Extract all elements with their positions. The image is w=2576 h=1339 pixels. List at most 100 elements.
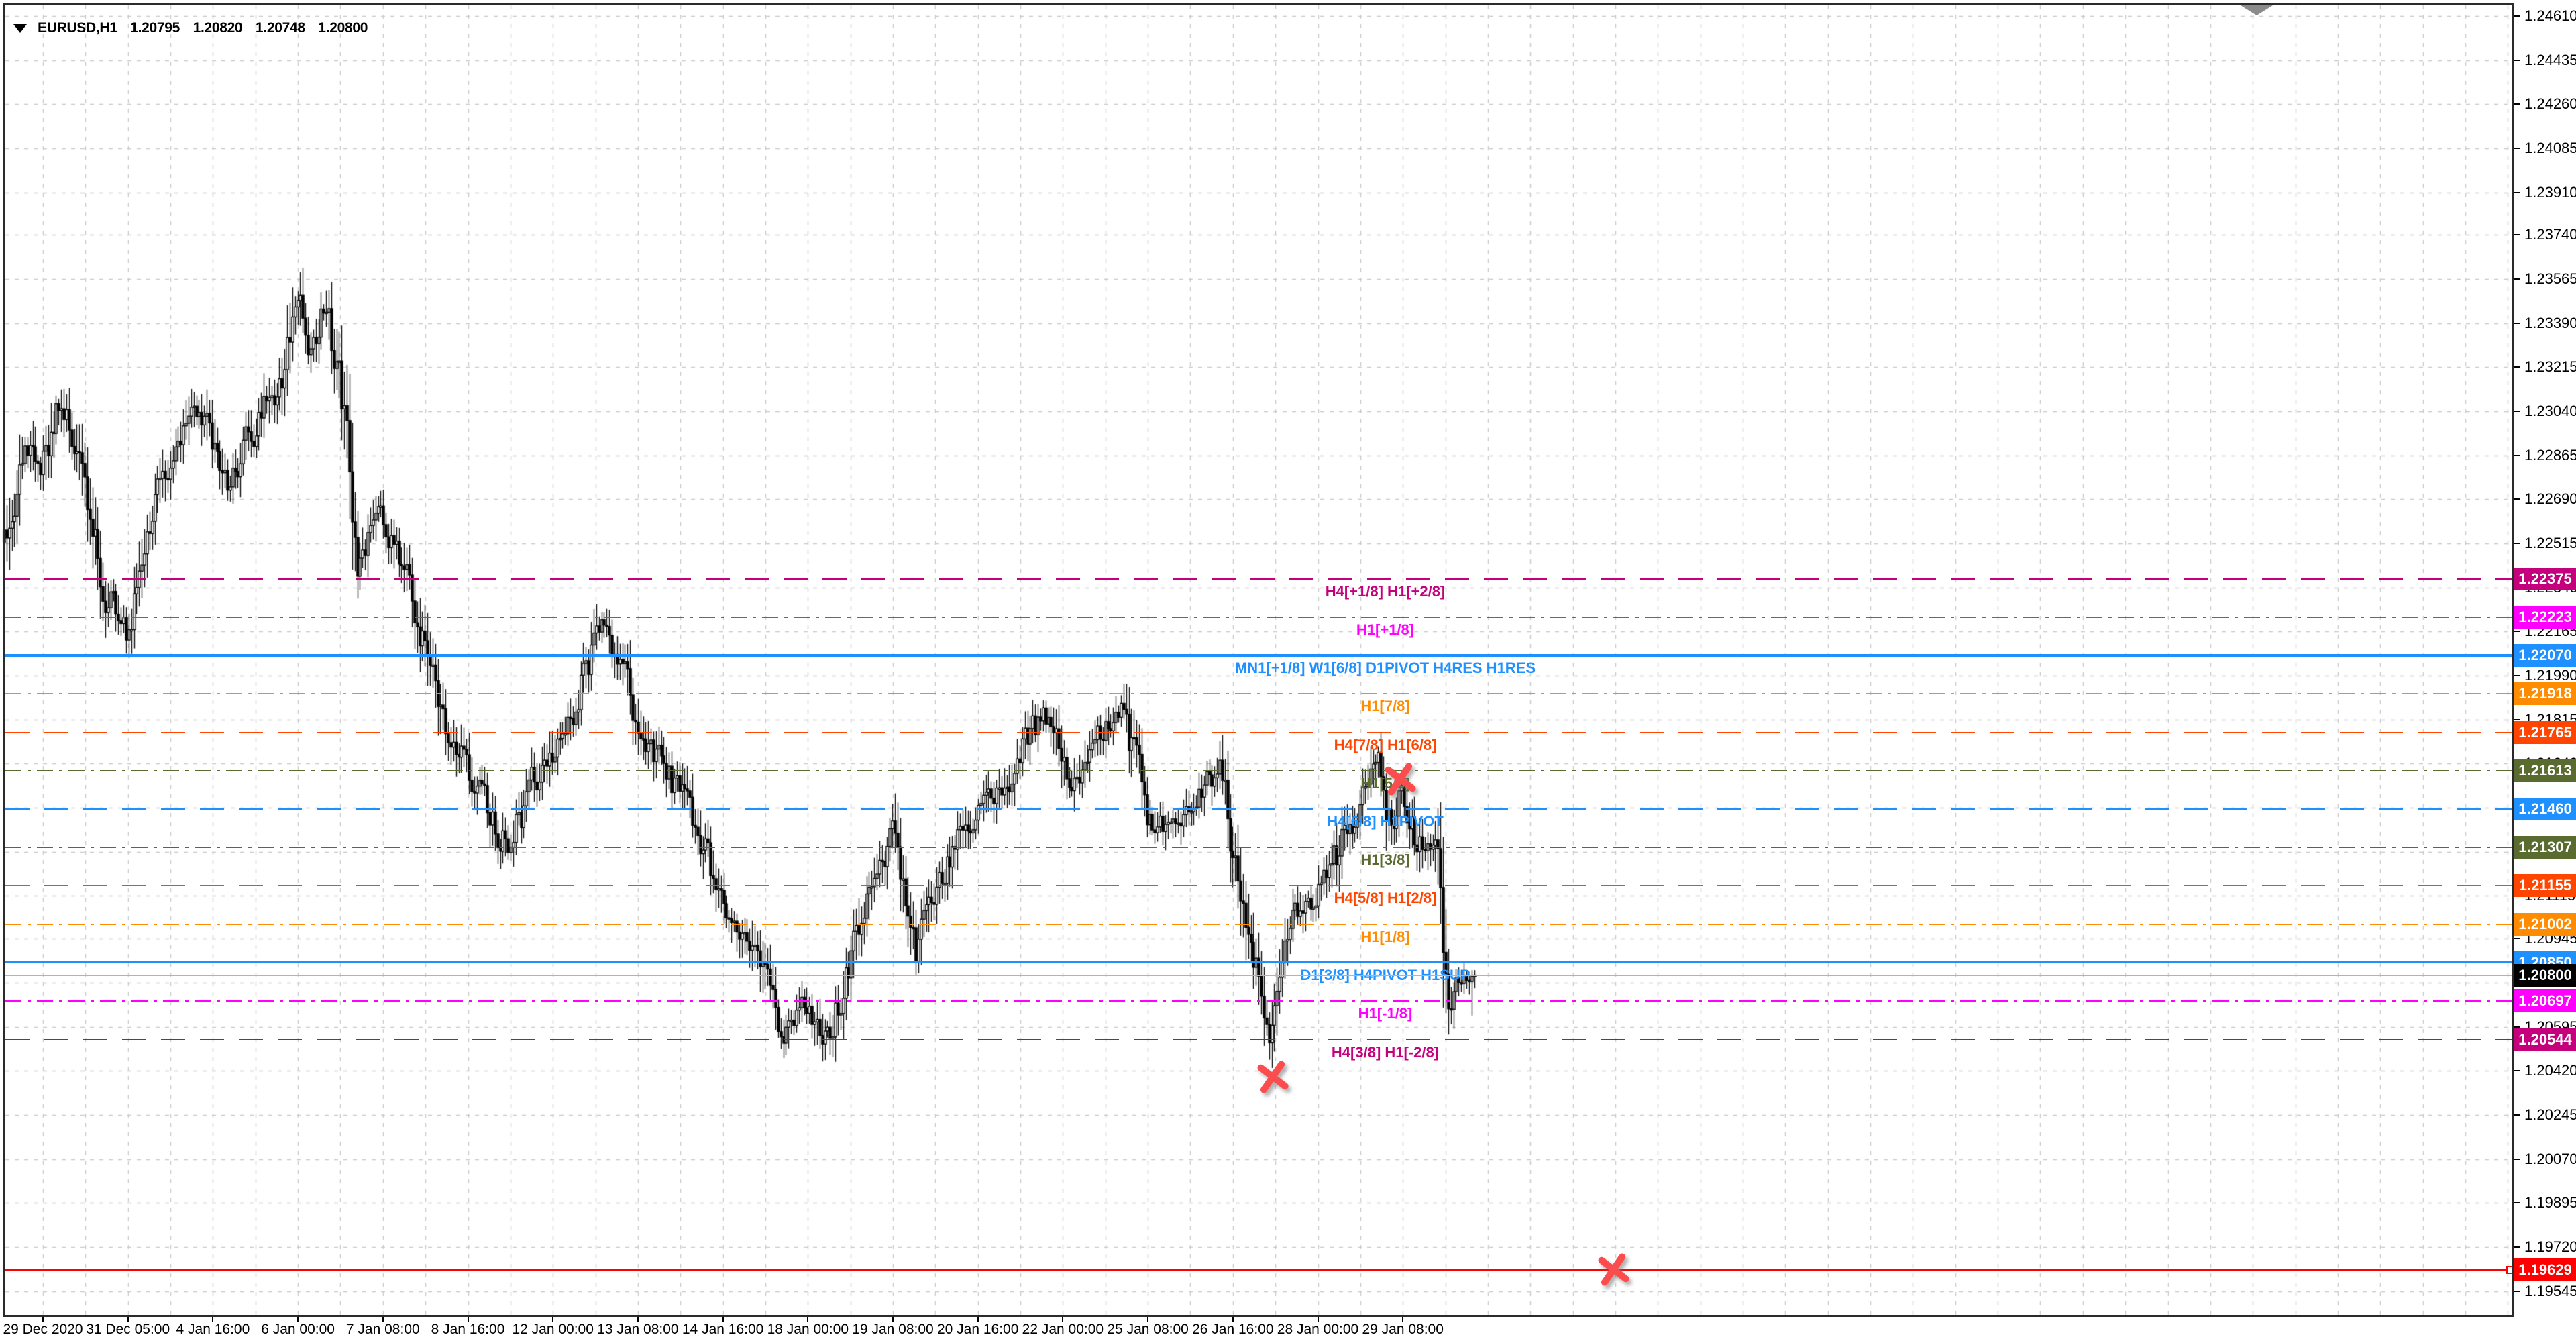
- level-label-h4-7-8-h1-6-8: H4[7/8] H1[6/8]: [1334, 736, 1437, 753]
- level-line-h4-1-8-h1-2-8[interactable]: [5, 578, 2512, 580]
- price-axis-label: 1.22865: [2524, 446, 2576, 464]
- symbol-dropdown-icon[interactable]: [13, 24, 27, 33]
- price-axis-label: 1.23215: [2524, 358, 2576, 376]
- time-axis-label: 22 Jan 00:00: [1022, 1322, 1104, 1337]
- level-label-h1-1-8: H1[+1/8]: [1356, 621, 1415, 638]
- price-axis-label: 1.24085: [2524, 140, 2576, 156]
- time-axis-label: 14 Jan 16:00: [682, 1322, 764, 1337]
- price-axis-tick: [2514, 1026, 2520, 1028]
- level-line-mn1-1-8-w1-6-8-d1pivot-h4res-h1res[interactable]: [5, 654, 2512, 657]
- level-line-h1-7-8[interactable]: [5, 693, 2512, 695]
- price-axis-tick: [2514, 543, 2520, 545]
- time-axis-tick: [467, 1316, 469, 1322]
- time-axis-tick: [1147, 1316, 1149, 1322]
- time-axis-tick: [722, 1316, 724, 1322]
- level-label-h4-3-8-h1-2-8: H4[3/8] H1[-2/8]: [1331, 1043, 1440, 1061]
- price-axis-label: 1.19545: [2524, 1282, 2576, 1299]
- level-line-h1-1-8[interactable]: [5, 923, 2512, 925]
- price-axis-tick: [2514, 59, 2520, 61]
- time-axis-label: 8 Jan 16:00: [431, 1322, 505, 1337]
- price-axis-tick: [2514, 191, 2520, 193]
- time-axis-label: 18 Jan 00:00: [767, 1322, 849, 1337]
- price-axis-label: 1.24260: [2524, 95, 2576, 113]
- price-badge-1.21002: 1.21002: [2514, 912, 2576, 936]
- x-mark-icon[interactable]: [1381, 760, 1419, 801]
- price-axis-label: 1.24435: [2524, 51, 2576, 68]
- time-axis-label: 7 Jan 08:00: [345, 1322, 420, 1337]
- price-badge-1.21460: 1.21460: [2514, 798, 2576, 821]
- level-line-h1-5-8[interactable]: [5, 769, 2512, 771]
- price-badge-1.21765: 1.21765: [2514, 720, 2576, 744]
- level-label-h4-6-8-h1pivot: H4[6/8] H1PIVOT: [1327, 813, 1444, 831]
- ohlc-low: 1.20748: [255, 20, 305, 36]
- price-axis-tick: [2514, 1070, 2520, 1072]
- level-line-h4-3-8-h1-2-8[interactable]: [5, 1038, 2512, 1040]
- price-axis-label: 1.23910: [2524, 183, 2576, 201]
- level-label-mn1-1-8-w1-6-8-d1pivot-h4res-h1res: MN1[+1/8] W1[6/8] D1PIVOT H4RES H1RES: [1234, 659, 1536, 677]
- level-line-h1-1-8[interactable]: [5, 616, 2512, 618]
- x-mark-icon[interactable]: [1254, 1058, 1291, 1099]
- time-axis-tick: [1232, 1316, 1234, 1322]
- price-badge-1.22070: 1.22070: [2514, 644, 2576, 667]
- time-axis-tick: [382, 1316, 384, 1322]
- level-line-d1-3-8-h4pivot-h1sup[interactable]: [5, 961, 2512, 964]
- time-axis-tick: [807, 1316, 809, 1322]
- current-price-badge: 1.20800: [2514, 963, 2576, 987]
- time-axis-label: 29 Jan 08:00: [1362, 1322, 1444, 1337]
- price-axis-tick: [2514, 1114, 2520, 1116]
- price-axis-tick: [2514, 411, 2520, 413]
- price-axis-tick: [2514, 1290, 2520, 1292]
- price-axis-tick: [2514, 454, 2520, 456]
- price-axis-label: 1.20070: [2524, 1150, 2576, 1167]
- price-axis-label: 1.24610: [2524, 7, 2576, 24]
- price-axis-tick: [2514, 498, 2520, 500]
- price-axis-label: 1.21990: [2524, 667, 2576, 684]
- price-axis-label: 1.22515: [2524, 535, 2576, 552]
- level-line-h1-1-8[interactable]: [5, 1000, 2512, 1002]
- price-badge-1.19629: 1.19629: [2514, 1258, 2576, 1282]
- price-badge-1.20697: 1.20697: [2514, 989, 2576, 1013]
- level-line-h4-7-8-h1-6-8[interactable]: [5, 731, 2512, 733]
- price-axis-tick: [2514, 718, 2520, 720]
- level-line-h4-6-8-h1pivot[interactable]: [5, 808, 2512, 810]
- price-axis-tick: [2514, 322, 2520, 324]
- price-axis-tick: [2514, 1246, 2520, 1248]
- x-mark-icon[interactable]: [1595, 1250, 1632, 1291]
- time-axis-label: 28 Jan 00:00: [1277, 1322, 1359, 1337]
- price-axis-tick: [2514, 15, 2520, 17]
- time-axis-label: 20 Jan 16:00: [936, 1322, 1019, 1337]
- chart-shift-icon[interactable]: [2241, 5, 2273, 15]
- level-line-h1-3-8[interactable]: [5, 847, 2512, 849]
- time-axis-tick: [1402, 1316, 1404, 1322]
- time-axis-tick: [42, 1316, 44, 1322]
- symbol-label: EURUSD,H1: [38, 20, 117, 36]
- time-axis-label: 13 Jan 08:00: [597, 1322, 679, 1337]
- level-label-h1-1-8: H1[1/8]: [1360, 928, 1410, 945]
- time-axis-label: 26 Jan 16:00: [1192, 1322, 1274, 1337]
- time-axis-label: 25 Jan 08:00: [1107, 1322, 1189, 1337]
- time-axis-label: 29 Dec 2020: [3, 1322, 83, 1337]
- price-badge-1.22223: 1.22223: [2514, 605, 2576, 629]
- symbol-ohlc-header: EURUSD,H1 1.20795 1.20820 1.20748 1.2080…: [38, 20, 377, 36]
- price-axis-label: 1.19895: [2524, 1194, 2576, 1212]
- ohlc-high: 1.20820: [193, 20, 243, 36]
- line-drag-handle[interactable]: [2506, 1266, 2514, 1275]
- time-axis-tick: [892, 1316, 894, 1322]
- price-axis-tick: [2514, 675, 2520, 677]
- time-axis-label: 4 Jan 16:00: [176, 1322, 250, 1337]
- price-axis-label: 1.20245: [2524, 1106, 2576, 1123]
- price-axis-tick: [2514, 278, 2520, 280]
- time-axis-tick: [552, 1316, 554, 1322]
- price-axis-label: 1.23390: [2524, 314, 2576, 331]
- price-badge-1.22375: 1.22375: [2514, 567, 2576, 590]
- level-label-h1-7-8: H1[7/8]: [1360, 698, 1410, 715]
- price-axis-tick: [2514, 631, 2520, 633]
- level-label-h1-1-8: H1[-1/8]: [1358, 1005, 1413, 1022]
- level-line-h4-5-8-h1-2-8[interactable]: [5, 885, 2512, 887]
- level-line-price-1-19629[interactable]: [5, 1269, 2512, 1271]
- price-axis-tick: [2514, 938, 2520, 940]
- price-axis-tick: [2514, 148, 2520, 149]
- time-axis-tick: [637, 1316, 639, 1322]
- time-axis-tick: [1062, 1316, 1064, 1322]
